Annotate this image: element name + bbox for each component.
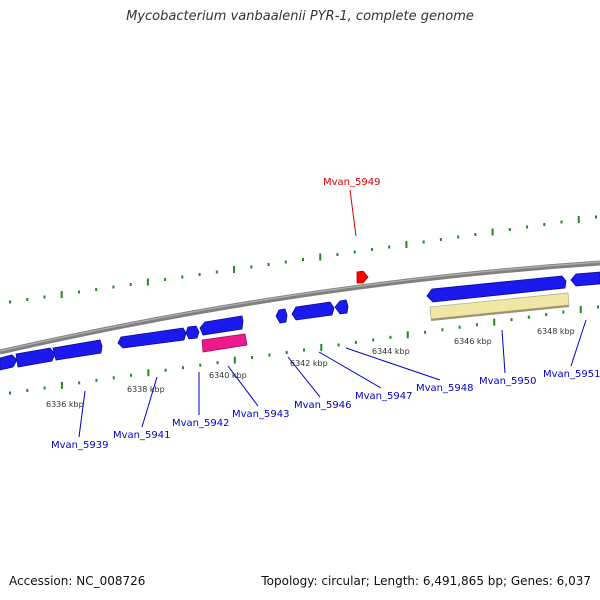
gene-label-mvan_5948[interactable]: Mvan_5948	[416, 383, 473, 394]
gene-arrow[interactable]	[15, 347, 56, 368]
inner-tick-row	[9, 305, 599, 395]
feature-yellow-shadow	[430, 305, 570, 321]
gene-label-mvan_5950[interactable]: Mvan_5950	[479, 376, 536, 387]
gene-label-mvan_5949[interactable]: Mvan_5949	[323, 177, 380, 188]
gene-arrow[interactable]	[117, 327, 187, 349]
leader-line	[345, 347, 441, 381]
gene-label-mvan_5941[interactable]: Mvan_5941	[113, 430, 170, 441]
kbp-tick-label: 6344 kbp	[372, 347, 410, 356]
leader-line	[78, 390, 86, 438]
leader-line-group	[78, 189, 587, 438]
leader-line	[227, 365, 259, 407]
gene-arrow[interactable]	[0, 354, 18, 371]
gene-label-mvan_5946[interactable]: Mvan_5946	[294, 400, 351, 411]
gene-label-mvan_5942[interactable]: Mvan_5942	[172, 418, 229, 429]
gene-arrow[interactable]	[185, 325, 200, 340]
gene-label-mvan_5943[interactable]: Mvan_5943	[232, 409, 289, 420]
genome-backbone	[0, 260, 600, 355]
kbp-tick-label: 6338 kbp	[127, 385, 165, 394]
gene-highlight-red[interactable]	[356, 270, 369, 284]
gene-pink[interactable]	[201, 333, 248, 353]
outer-tick-row	[9, 215, 597, 304]
feature-yellow[interactable]	[429, 292, 570, 320]
gene-label-mvan_5939[interactable]: Mvan_5939	[51, 440, 108, 451]
kbp-tick-label: 6346 kbp	[454, 337, 492, 346]
leader-line	[287, 356, 321, 398]
map-title: Mycobacterium vanbaalenii PYR-1, complet…	[126, 9, 474, 24]
gene-group-forward	[0, 271, 600, 371]
kbp-label-group: 6336 kbp 6338 kbp 6340 kbp 6342 kbp 6344 kbp…	[46, 327, 575, 409]
gene-arrow[interactable]	[199, 315, 244, 336]
leader-line	[501, 329, 506, 374]
gene-arrow[interactable]	[291, 301, 335, 321]
accession-text: Accession: NC_008726	[9, 574, 146, 588]
leader-line	[570, 319, 587, 367]
gene-arrow[interactable]	[426, 275, 567, 303]
gene-label-mvan_5947[interactable]: Mvan_5947	[355, 391, 412, 402]
gene-arrow[interactable]	[334, 299, 349, 315]
kbp-tick-label: 6336 kbp	[46, 400, 84, 409]
kbp-tick-label: 6348 kbp	[537, 327, 575, 336]
kbp-tick-label: 6342 kbp	[290, 359, 328, 368]
kbp-tick-label: 6340 kbp	[209, 371, 247, 380]
gene-arrow[interactable]	[275, 308, 288, 324]
genome-summary-text: Topology: circular; Length: 6,491,865 bp…	[261, 574, 591, 588]
genome-backbone-highlight	[0, 261, 600, 352]
leader-line	[318, 351, 382, 389]
leader-line	[349, 189, 357, 237]
gene-arrow[interactable]	[52, 339, 103, 361]
gene-label-mvan_5951[interactable]: Mvan_5951	[543, 369, 600, 380]
gene-arrow[interactable]	[570, 271, 600, 287]
leader-line	[141, 376, 158, 428]
